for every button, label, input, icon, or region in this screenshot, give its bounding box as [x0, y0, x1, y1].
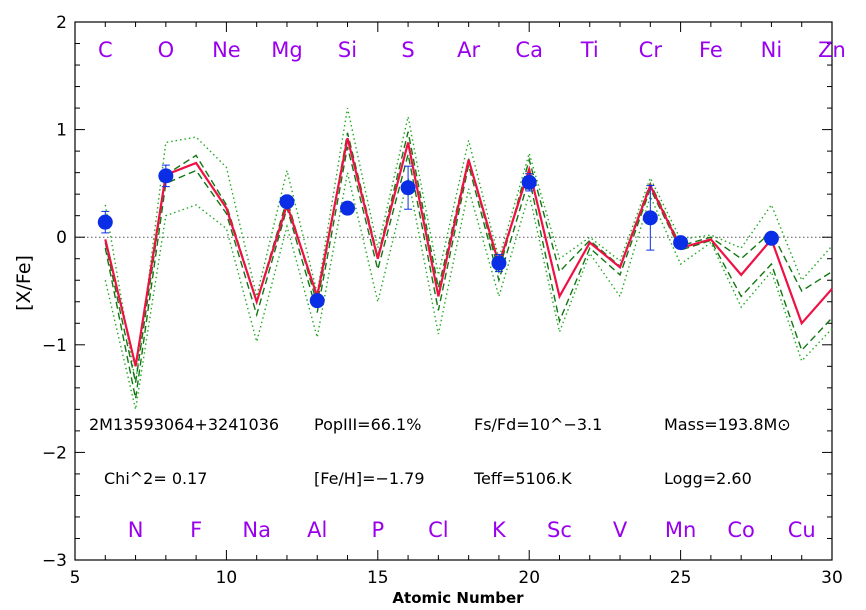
- x-tick-label: 25: [670, 568, 692, 588]
- observed-point: [763, 230, 779, 246]
- element-label-bottom: Al: [307, 518, 327, 542]
- y-axis-label: [X/Fe]: [13, 255, 35, 311]
- element-label-top: O: [158, 38, 175, 62]
- element-label-top: C: [98, 38, 113, 62]
- element-label-top: Cr: [639, 38, 663, 62]
- element-label-top: Fe: [699, 38, 723, 62]
- element-label-top: Ni: [761, 38, 783, 62]
- element-label-top: Mg: [271, 38, 302, 62]
- element-label-bottom: Sc: [547, 518, 572, 542]
- annotation-text: Chi^2= 0.17: [104, 469, 207, 488]
- model-series-dashed-line: [104, 146, 833, 399]
- observed-point: [97, 214, 113, 230]
- model-series-dashed-line: [104, 131, 833, 383]
- element-label-bottom: K: [492, 518, 507, 542]
- x-tick-label: 5: [70, 568, 81, 588]
- plot-frame: [74, 21, 833, 561]
- annotation-text: PopIII=66.1%: [314, 415, 421, 434]
- annotation-text: Teff=5106.K: [473, 469, 572, 488]
- element-label-top: Ne: [212, 38, 241, 62]
- annotation-text: Fs/Fd=10^−3.1: [474, 415, 602, 434]
- element-label-bottom: Cl: [428, 518, 449, 542]
- element-label-bottom: N: [128, 518, 144, 542]
- observed-point: [400, 180, 416, 196]
- observed-point: [158, 168, 174, 184]
- observed-point: [279, 194, 295, 210]
- element-label-top: Zn: [818, 38, 846, 62]
- element-label-bottom: F: [190, 518, 202, 542]
- element-label-bottom: V: [613, 518, 628, 542]
- x-axis-label: Atomic Number: [392, 589, 524, 606]
- y-tick-label: −3: [42, 551, 67, 571]
- annotation-text: [Fe/H]=−1.79: [314, 469, 425, 488]
- observed-point: [521, 174, 537, 190]
- observed-point: [673, 235, 689, 251]
- x-tick-label: 20: [518, 568, 540, 588]
- element-label-bottom: Co: [727, 518, 755, 542]
- element-label-top: Ti: [580, 38, 599, 62]
- element-label-bottom: Cu: [788, 518, 816, 542]
- x-tick-label: 15: [367, 568, 389, 588]
- y-tick-label: −2: [42, 443, 67, 463]
- observed-point: [491, 255, 507, 271]
- y-tick-label: 2: [56, 13, 67, 33]
- model-series-dotted-line: [104, 172, 833, 410]
- element-label-top: S: [401, 38, 414, 62]
- observed-point: [340, 200, 356, 216]
- element-label-top: Ca: [515, 38, 543, 62]
- observed-point: [642, 210, 658, 226]
- observed-point: [309, 293, 325, 309]
- element-label-bottom: Na: [242, 518, 271, 542]
- model-series-solid-line: [104, 137, 833, 367]
- x-tick-label: 30: [821, 568, 843, 588]
- y-tick-label: 0: [56, 228, 67, 248]
- y-tick-label: −1: [42, 336, 67, 356]
- element-label-top: Ar: [457, 38, 480, 62]
- y-tick-label: 1: [56, 121, 67, 141]
- annotation-text: Mass=193.8M⊙: [664, 415, 791, 434]
- element-label-bottom: Mn: [665, 518, 696, 542]
- x-tick-label: 10: [216, 568, 238, 588]
- element-label-bottom: P: [371, 518, 384, 542]
- annotation-text: 2M13593064+3241036: [89, 415, 279, 434]
- model-series-dotted-line: [104, 107, 833, 383]
- element-label-top: Si: [338, 38, 357, 62]
- annotation-text: Logg=2.60: [664, 469, 752, 488]
